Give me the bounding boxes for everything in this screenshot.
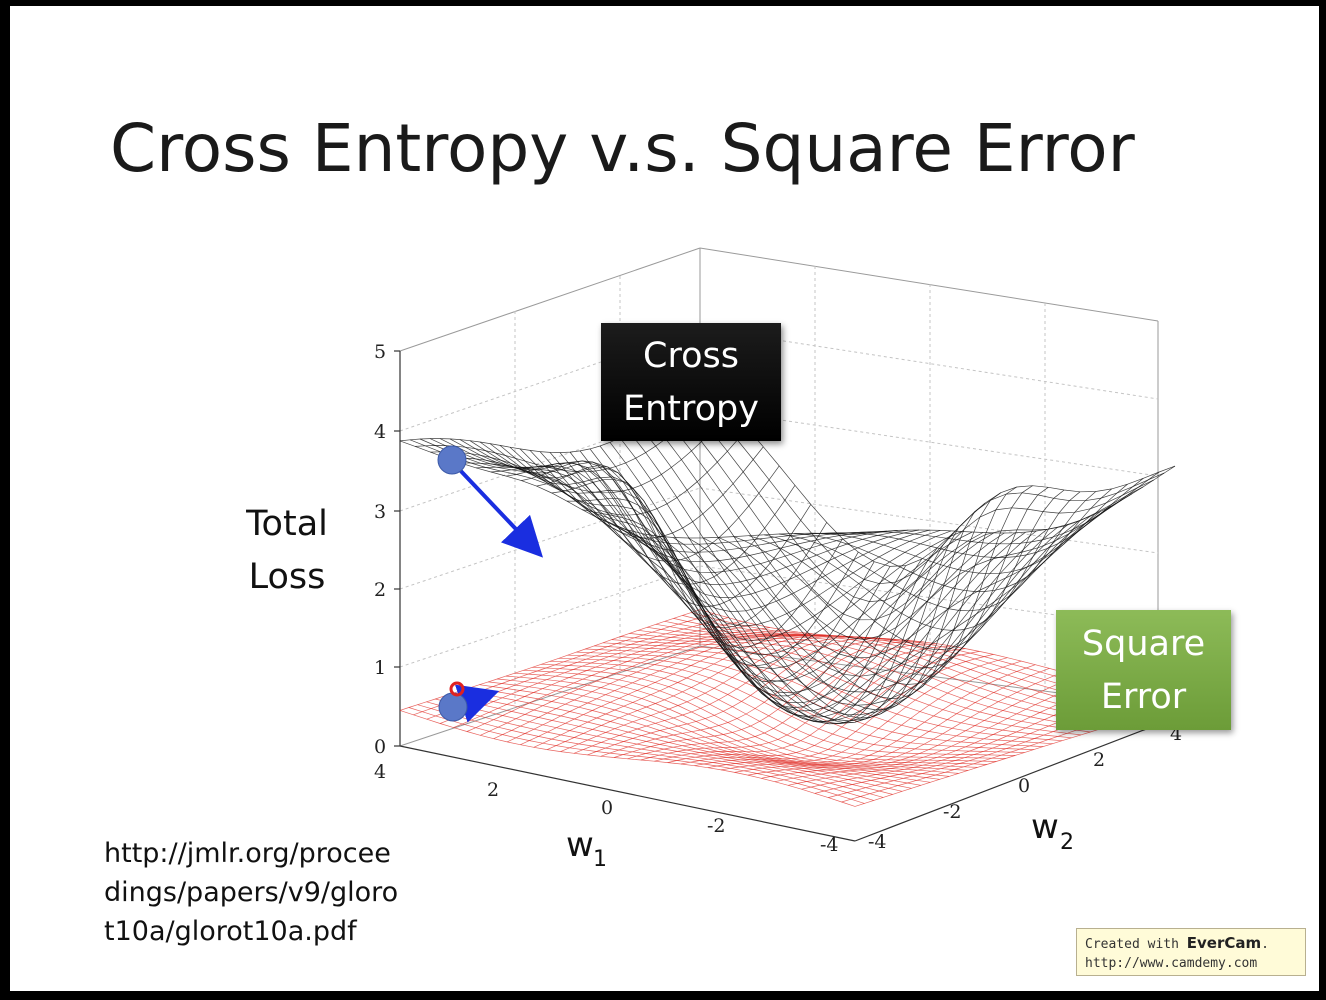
mesh-line <box>629 633 1100 730</box>
mesh-line <box>449 438 909 585</box>
reference-url-line: http://jmlr.org/procee <box>104 838 391 869</box>
square-error-callout: Square Error <box>1056 610 1231 730</box>
mesh-line <box>532 666 997 762</box>
cross-entropy-gradient-arrow <box>456 466 544 558</box>
reference-url: http://jmlr.org/procee dings/papers/v9/g… <box>104 834 434 951</box>
z-tick-labels: 0 1 2 3 4 5 <box>374 341 386 758</box>
mesh-line <box>657 516 970 724</box>
w2-tick-label: -2 <box>943 801 962 823</box>
square-error-start-marker <box>449 681 465 697</box>
mesh-line <box>459 439 920 598</box>
mesh-line <box>854 465 1176 536</box>
mesh-line <box>469 440 930 612</box>
z-tick-label: 5 <box>374 341 386 363</box>
mesh-line <box>452 692 912 789</box>
mesh-line <box>699 380 1176 567</box>
total-loss-label: Total Loss <box>246 504 328 597</box>
mesh-line <box>426 617 728 720</box>
mesh-line <box>514 672 978 768</box>
w1-tick-label: -4 <box>820 834 839 856</box>
mesh-line <box>576 651 1044 747</box>
cross-entropy-callout: Cross Entropy <box>601 323 781 441</box>
w2-tick-label: -4 <box>868 831 887 853</box>
mesh-line <box>589 448 1058 725</box>
mesh-line <box>399 710 856 807</box>
mesh-line <box>659 412 1133 640</box>
svg-text:2: 2 <box>1060 830 1074 855</box>
mesh-line <box>417 704 874 801</box>
mesh-line <box>549 660 1016 756</box>
mesh-line <box>620 636 1091 733</box>
z-tick-label: 3 <box>374 501 386 523</box>
mesh-line <box>639 426 1112 677</box>
square-error-ball <box>438 692 468 722</box>
z-tick-label: 1 <box>374 657 386 679</box>
mesh-line <box>541 663 1006 759</box>
z-tick-label: 2 <box>374 579 386 601</box>
slide-title: Cross Entropy v.s. Square Error <box>110 110 1135 187</box>
mesh-line <box>669 404 1144 621</box>
mesh-line <box>558 657 1025 753</box>
slide: Cross Entropy v.s. Square Error <box>10 6 1319 991</box>
mesh-line <box>505 675 968 771</box>
mesh-line <box>429 438 888 563</box>
mesh-line <box>488 681 950 777</box>
mesh-line <box>419 438 877 553</box>
w2-tick-label: 0 <box>1018 775 1030 797</box>
reference-url-line: dings/papers/v9/gloro <box>104 877 399 908</box>
mesh-line <box>461 690 921 786</box>
mesh-line <box>409 439 866 545</box>
w1-tick-label: -2 <box>707 815 726 837</box>
cross-entropy-ball <box>437 445 467 475</box>
mesh-line <box>679 396 1154 602</box>
mesh-line <box>435 698 893 795</box>
tick-marks <box>394 350 400 747</box>
mesh-line <box>567 654 1034 750</box>
svg-text:1: 1 <box>593 847 607 872</box>
mesh-line <box>689 388 1165 585</box>
mesh-line <box>489 443 952 642</box>
w1-tick-labels: 4 2 0 -2 -4 <box>374 761 839 856</box>
mesh-line <box>523 669 987 765</box>
mesh-line <box>602 642 1072 739</box>
mesh-line <box>475 465 780 562</box>
axes <box>399 351 1176 842</box>
mesh-line <box>426 701 884 798</box>
mesh-line <box>497 678 959 774</box>
evercam-watermark: Created with EverCam. http://www.camdemy… <box>1076 928 1306 976</box>
w2-axis-label: w 2 <box>1031 807 1074 855</box>
mesh-line <box>566 498 875 683</box>
mesh-line <box>549 452 1016 712</box>
mesh-line <box>579 450 1048 725</box>
w2-tick-labels: -4 -2 0 2 4 <box>868 723 1182 853</box>
w2-tick-label: 2 <box>1093 749 1105 771</box>
z-tick-label: 0 <box>374 736 386 758</box>
mesh-line <box>609 442 1080 716</box>
mesh-line <box>479 441 941 627</box>
z-tick-label: 4 <box>374 421 386 443</box>
svg-text:w: w <box>566 825 594 865</box>
loss-surface-plot: 0 1 2 3 4 5 4 2 0 -2 -4 -4 -2 0 2 4 w 1 … <box>374 247 1182 872</box>
w1-tick-label: 2 <box>487 779 499 801</box>
mesh-line <box>585 648 1053 745</box>
mesh-line <box>619 437 1090 706</box>
mesh-line <box>479 684 940 780</box>
mesh-line <box>519 448 984 682</box>
svg-text:w: w <box>1031 807 1059 847</box>
mesh-line <box>529 450 994 694</box>
mesh-line <box>587 638 896 756</box>
mesh-line <box>569 451 1037 722</box>
mesh-line <box>649 419 1122 659</box>
mesh-line <box>470 687 931 783</box>
mesh-line <box>408 707 865 804</box>
mesh-line <box>599 445 1069 722</box>
mesh-line <box>509 446 973 670</box>
mesh-line <box>629 432 1101 693</box>
w1-tick-label: 4 <box>374 761 386 783</box>
w1-axis-label: w 1 <box>566 825 607 872</box>
cross-entropy-surface <box>399 380 1176 725</box>
reference-url-line: t10a/glorot10a.pdf <box>104 916 357 947</box>
w1-tick-label: 0 <box>601 797 613 819</box>
mesh-line <box>444 695 903 792</box>
